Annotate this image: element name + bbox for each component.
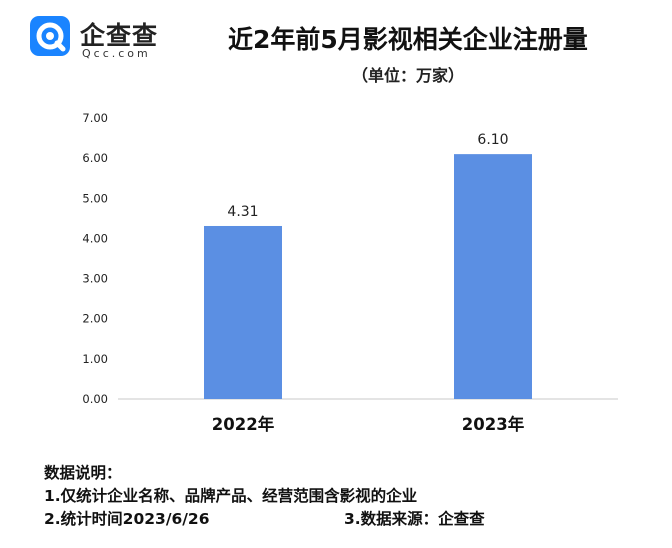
chart-subtitle: （单位：万家） [352,66,465,85]
chart-title: 近2年前5月影视相关企业注册量 [228,25,588,54]
y-tick-label: 2.00 [82,312,108,326]
bar-value-label: 4.31 [227,204,258,220]
bar-value-label: 6.10 [477,132,508,148]
y-tick-label: 1.00 [82,352,108,366]
brand-logo: 企查查 Qcc.com [30,16,190,62]
bar [204,225,282,399]
brand-domain: Qcc.com [82,47,151,60]
y-tick-label: 0.00 [82,392,108,406]
y-tick-label: 7.00 [82,111,108,125]
brand-name: 企查查 [80,21,159,50]
bar [454,154,532,399]
y-tick-label: 4.00 [82,231,108,245]
x-tick-label: 2023年 [462,414,525,434]
notes-line-1: 1.仅统计企业名称、品牌产品、经营范围含影视的企业 [44,487,418,505]
y-tick-label: 5.00 [82,191,108,205]
notes-line-2: 2.统计时间2023/6/26 [44,510,210,528]
data-notes: 数据说明： 1.仅统计企业名称、品牌产品、经营范围含影视的企业 2.统计时间20… [44,462,485,531]
y-tick-label: 3.00 [82,272,108,286]
notes-line-3: 3.数据来源：企查查 [344,510,485,528]
x-tick-label: 2022年 [212,414,275,434]
notes-heading: 数据说明： [44,464,122,482]
y-tick-label: 6.00 [82,151,108,165]
brand-badge-icon [30,16,70,56]
